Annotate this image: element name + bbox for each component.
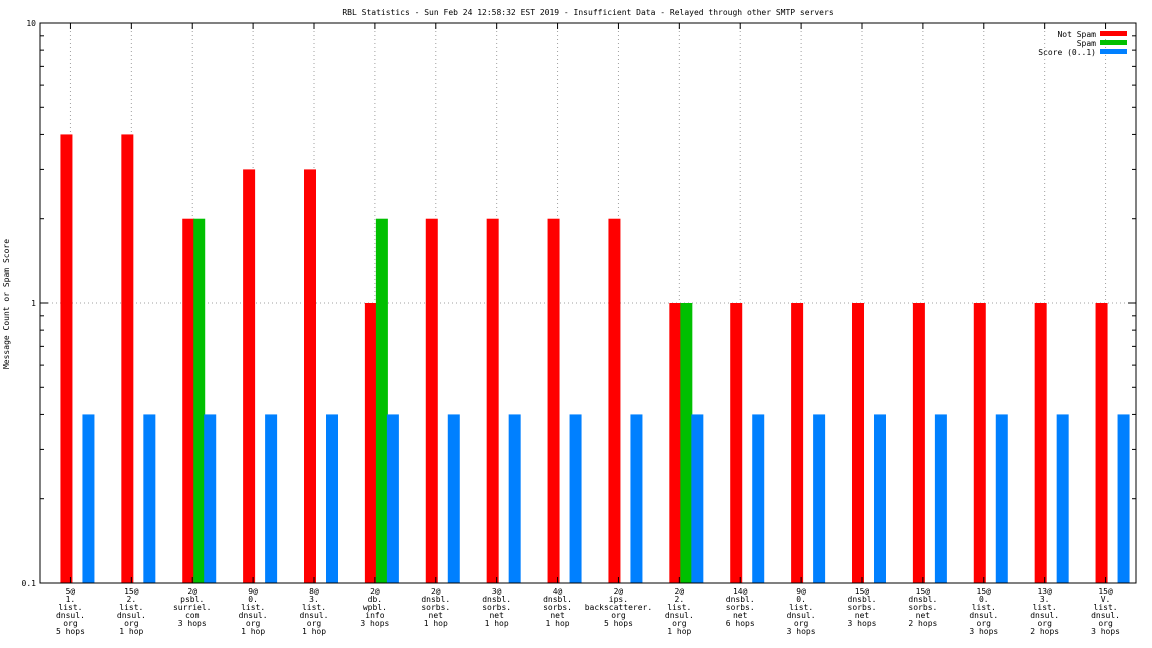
x-tick-label: 15@ 0. list. dnsul. org 3 hops xyxy=(969,587,998,636)
bar-not-spam xyxy=(1095,303,1108,583)
x-tick-label: 15@ 2. list. dnsul. org 1 hop xyxy=(117,587,146,636)
x-tick-label: 2@ db. wpbl. info 3 hops xyxy=(360,587,389,628)
legend-label: Score (0..1) xyxy=(1038,48,1096,57)
bar-score-0-1 xyxy=(326,414,338,583)
chart-title: RBL Statistics - Sun Feb 24 12:58:32 EST… xyxy=(342,8,833,17)
bars xyxy=(60,134,1130,583)
x-tick-label: 15@ dnsbl. sorbs. net 2 hops xyxy=(908,587,937,628)
x-tick-label: 3@ dnsbl. sorbs. net 1 hop xyxy=(482,587,511,628)
x-tick-label: 9@ 0. list. dnsul. org 1 hop xyxy=(239,587,268,636)
bar-score-0-1 xyxy=(204,414,217,583)
bar-score-0-1 xyxy=(82,414,95,583)
bar-score-0-1 xyxy=(691,414,704,583)
bar-not-spam xyxy=(60,134,73,583)
bar-not-spam xyxy=(608,218,621,583)
bar-not-spam xyxy=(486,218,499,583)
bar-not-spam xyxy=(243,169,256,583)
y-axis-label: Message Count or Spam Score xyxy=(2,239,11,369)
x-tick-label: 8@ 3. list. dnsul. org 1 hop xyxy=(300,587,329,636)
y-tick-label: 10 xyxy=(26,19,36,28)
bar-not-spam xyxy=(1034,303,1047,583)
bar-not-spam xyxy=(912,303,925,583)
bar-score-0-1 xyxy=(874,414,886,583)
bar-not-spam xyxy=(364,303,377,583)
x-tick-label: 5@ 1. list. dnsul. org 5 hops xyxy=(56,587,85,636)
axis-ticks xyxy=(40,22,1136,584)
bar-not-spam xyxy=(973,303,986,583)
bar-score-0-1 xyxy=(934,414,947,583)
bar-score-0-1 xyxy=(508,414,521,583)
x-tick-label: 9@ 0. list. dnsul. org 3 hops xyxy=(787,587,816,636)
bar-score-0-1 xyxy=(1117,414,1130,583)
x-tick-label: 2@ dnsbl. sorbs. net 1 hop xyxy=(421,587,450,628)
bar-score-0-1 xyxy=(813,414,826,583)
legend-swatch xyxy=(1100,49,1127,54)
y-tick-label: 0.1 xyxy=(22,579,37,588)
bar-spam xyxy=(375,218,388,583)
bar-score-0-1 xyxy=(265,414,278,583)
x-tick-label: 2@ 2. list. dnsul. org 1 hop xyxy=(665,587,694,636)
bar-score-0-1 xyxy=(752,414,765,583)
x-tick-label: 15@ V. list. dnsul. org 3 hops xyxy=(1091,587,1120,636)
bar-not-spam xyxy=(425,218,438,583)
bar-score-0-1 xyxy=(447,414,460,583)
bar-not-spam xyxy=(121,134,134,583)
bar-score-0-1 xyxy=(386,414,399,583)
x-tick-label: 15@ dnsbl. sorbs. net 3 hops xyxy=(848,587,877,628)
x-tick-label: 14@ dnsbl. sorbs. net 6 hops xyxy=(726,587,755,628)
bar-score-0-1 xyxy=(143,414,156,583)
bar-spam xyxy=(193,218,206,583)
bar-not-spam xyxy=(852,303,864,583)
bar-not-spam xyxy=(304,169,316,583)
legend-swatch xyxy=(1100,40,1127,45)
bar-score-0-1 xyxy=(995,414,1008,583)
x-tick-labels: 5@ 1. list. dnsul. org 5 hops 15@ 2. list. dnsul.… xyxy=(56,587,1120,636)
bar-not-spam xyxy=(547,218,560,583)
bar-score-0-1 xyxy=(1056,414,1069,583)
y-tick-labels: 10 1 0.1 xyxy=(22,19,37,588)
legend-swatch xyxy=(1100,31,1127,36)
legend-label: Not Spam xyxy=(1057,30,1096,39)
bar-score-0-1 xyxy=(569,414,582,583)
bar-not-spam xyxy=(730,303,743,583)
x-tick-label: 4@ dnsbl. sorbs. net 1 hop xyxy=(543,587,572,628)
bar-spam xyxy=(680,303,693,583)
x-tick-label: 13@ 3. list. dnsul. org 2 hops xyxy=(1030,587,1059,636)
y-tick-label: 1 xyxy=(31,299,36,308)
bar-not-spam xyxy=(669,303,682,583)
bar-score-0-1 xyxy=(630,414,643,583)
x-tick-label: 2@ psbl. surriel. com 3 hops xyxy=(173,587,212,628)
x-tick-label: 2@ ips. backscatterer. org 5 hops xyxy=(585,587,652,628)
legend-label: Spam xyxy=(1077,39,1096,48)
bar-not-spam xyxy=(182,218,195,583)
bar-not-spam xyxy=(791,303,804,583)
